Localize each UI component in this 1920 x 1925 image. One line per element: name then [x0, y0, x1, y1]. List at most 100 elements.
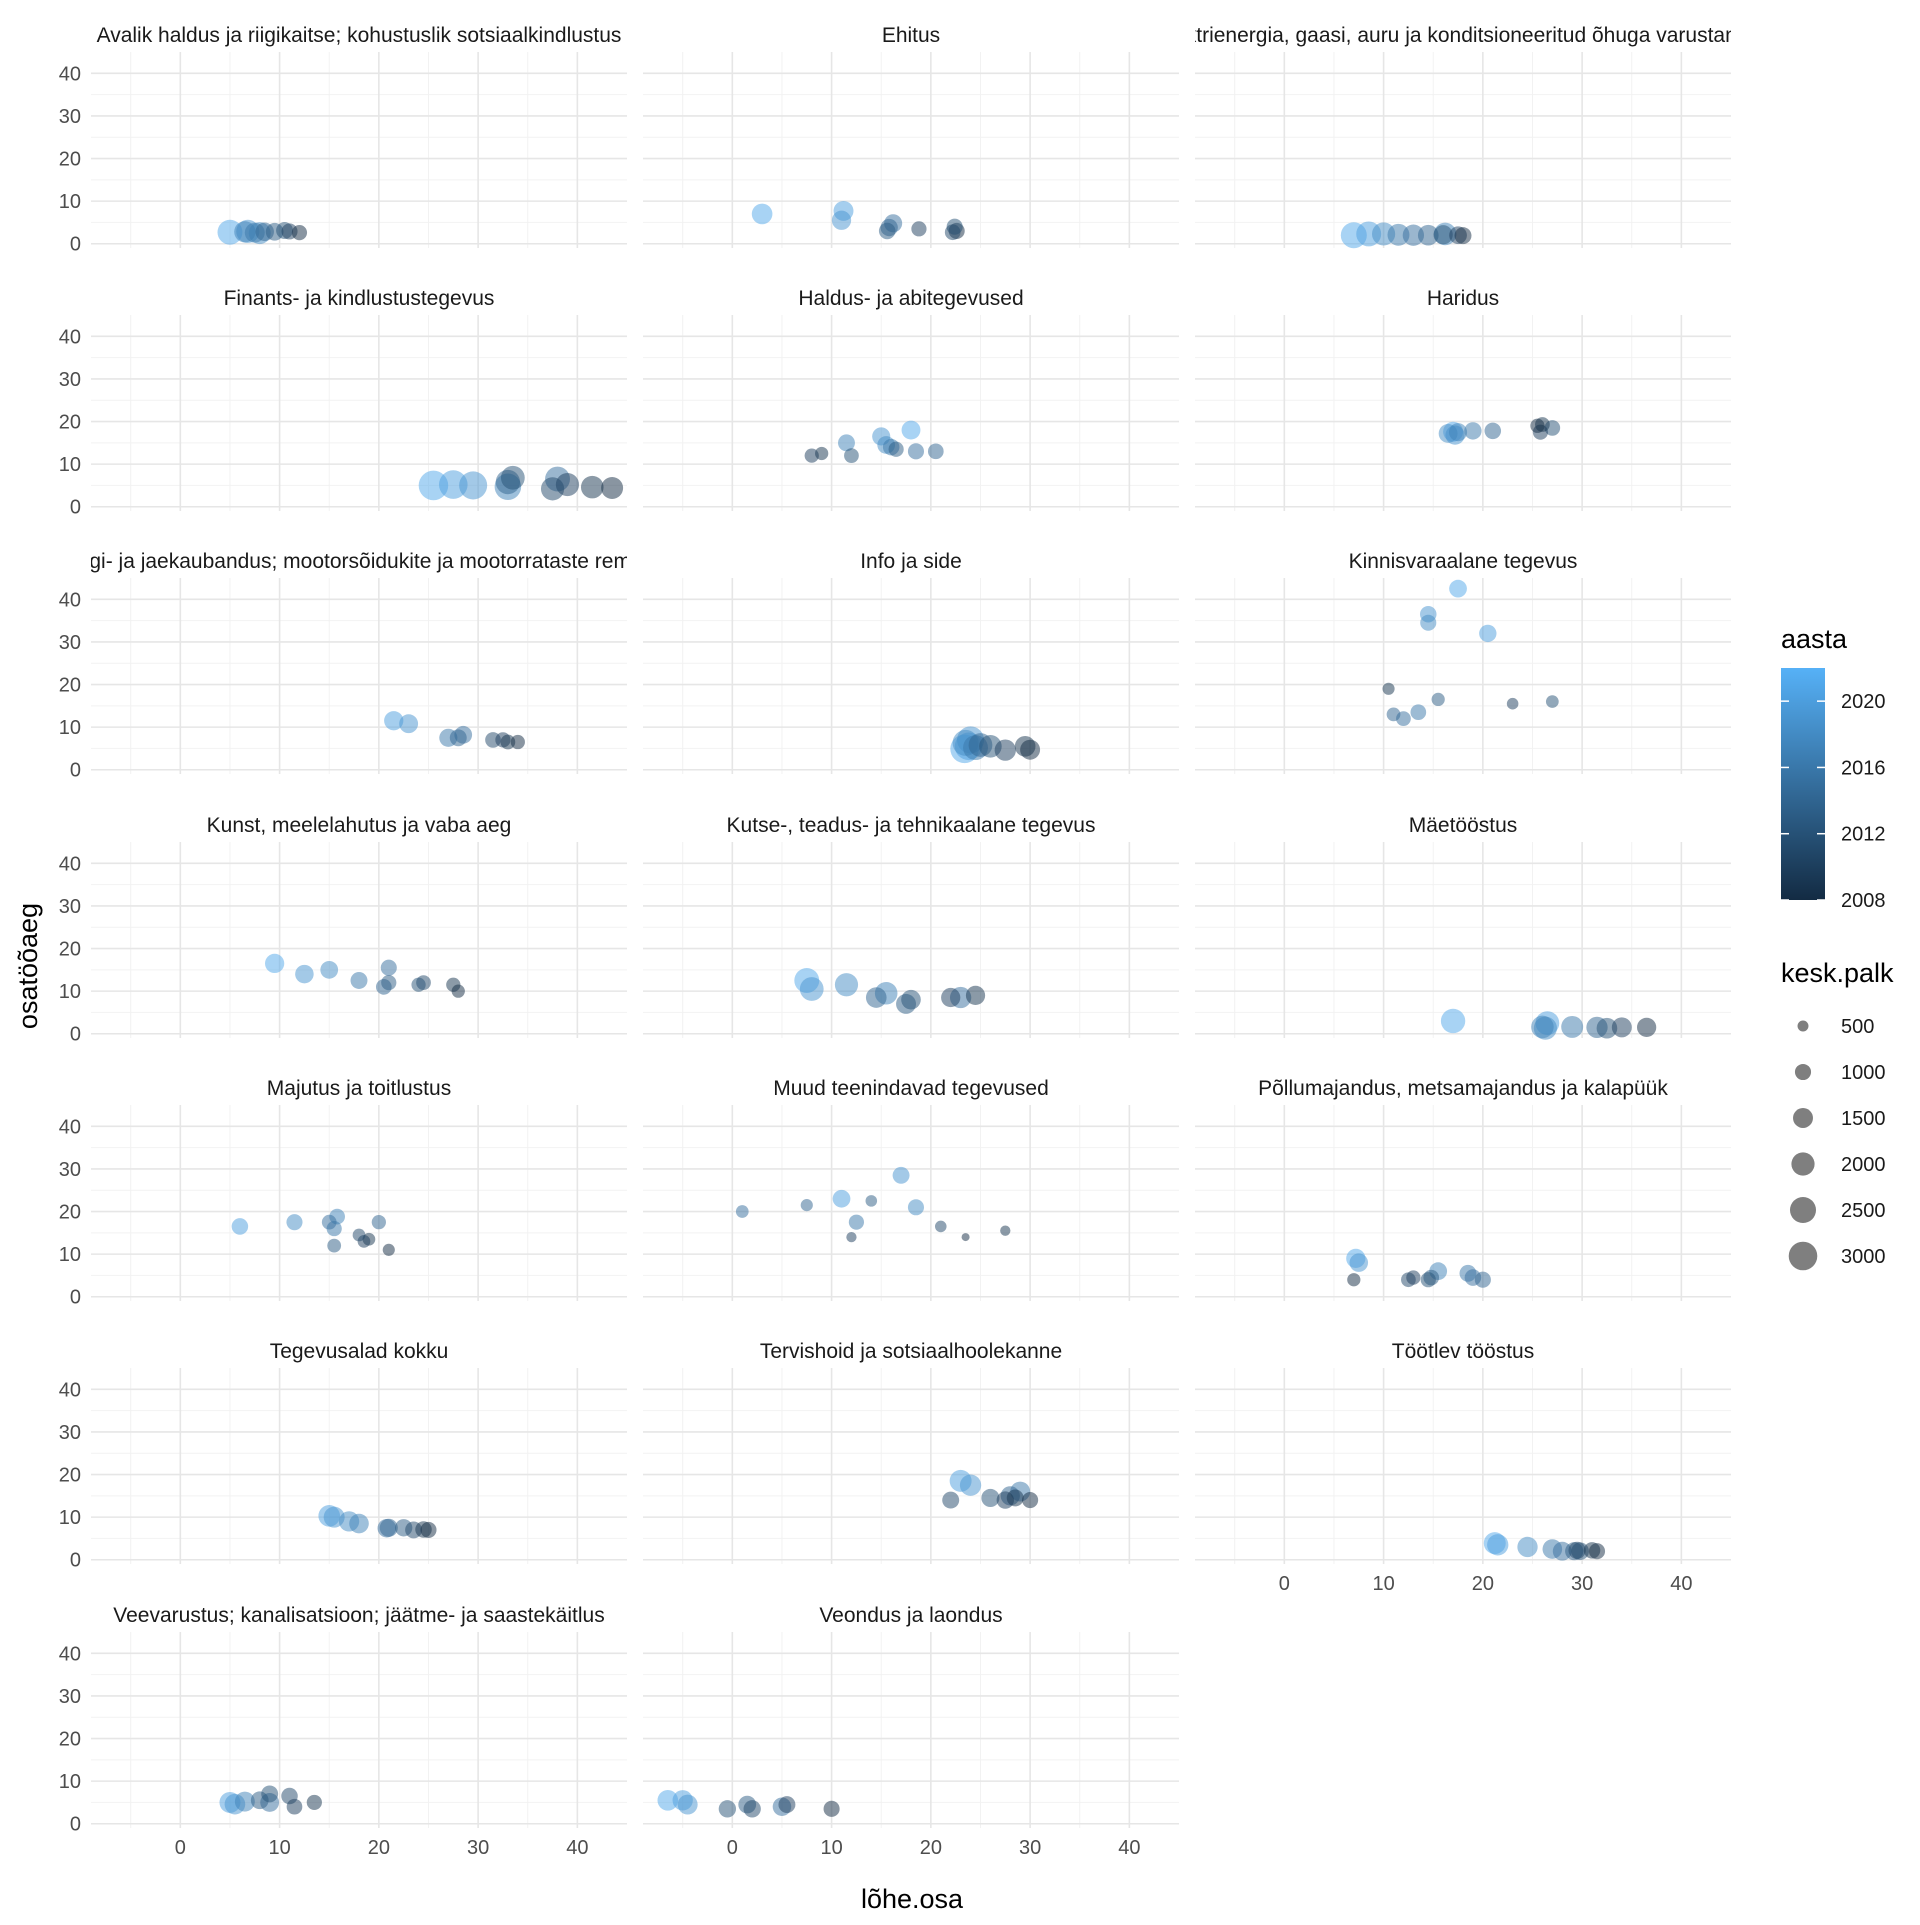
- data-point: [1417, 224, 1439, 246]
- x-tick-label: 0: [1279, 1573, 1290, 1595]
- data-point: [1506, 697, 1519, 710]
- facet-panel: Veondus ja laondus 0 10 20 30 40: [643, 1604, 1179, 1859]
- y-tick-label: 0: [70, 234, 81, 256]
- data-point: [815, 446, 829, 461]
- data-point: [540, 477, 565, 501]
- facet-strip: Haldus- ja abitegevused: [798, 287, 1023, 310]
- data-point: [1402, 224, 1425, 246]
- facet-title: Finants- ja kindlustustegevus: [224, 287, 495, 310]
- facet-strip: Muud teenindavad tegevused: [773, 1077, 1049, 1100]
- data-point: [846, 1231, 857, 1243]
- color-legend-label: 2012: [1841, 824, 1886, 846]
- facet-panel: Kinnisvaraalane tegevus: [1195, 550, 1731, 774]
- color-legend-bar: [1781, 668, 1825, 900]
- data-point: [799, 977, 824, 1001]
- data-point: [291, 225, 308, 241]
- facet-panel: Info ja side: [643, 550, 1179, 774]
- facet-title: Avalik haldus ja riigikaitse; kohustusli…: [97, 24, 622, 47]
- data-point: [1420, 614, 1437, 631]
- x-tick-label: 0: [175, 1837, 186, 1859]
- data-point: [381, 975, 397, 991]
- data-point: [234, 1791, 255, 1812]
- y-tick-label: 10: [59, 191, 81, 213]
- facet-title: Põllumajandus, metsamajandus ja kalapüük: [1258, 1077, 1668, 1100]
- data-point: [892, 1166, 910, 1184]
- facet-strip: Tervishoid ja sotsiaalhoolekanne: [760, 1340, 1062, 1363]
- data-point: [1474, 1271, 1491, 1288]
- data-point: [500, 734, 516, 750]
- data-point: [657, 1789, 679, 1811]
- facet-strip: Majutus ja toitlustus: [267, 1077, 451, 1100]
- y-tick-label: 40: [59, 853, 81, 875]
- facet-title: Info ja side: [860, 550, 962, 573]
- y-tick-label: 0: [70, 1550, 81, 1572]
- y-tick-label: 30: [59, 1686, 81, 1708]
- data-point: [327, 1238, 342, 1253]
- data-point: [1022, 1492, 1039, 1509]
- size-legend-key: [1788, 1241, 1818, 1271]
- y-tick-label: 20: [59, 1729, 81, 1751]
- y-tick-label: 0: [70, 497, 81, 519]
- facet-strip: Kutse-, teadus- ja tehnikaalane tegevus: [727, 814, 1096, 837]
- data-point: [449, 729, 467, 747]
- facet-strip: Veondus ja laondus: [819, 1604, 1002, 1627]
- data-point: [1433, 225, 1453, 245]
- facet-panel: Finants- ja kindlustustegevus 0 10 20 30 40: [59, 287, 627, 519]
- x-tick-label: 40: [566, 1837, 588, 1859]
- facet-title: Elektrienergia, gaasi, auru ja konditsio…: [1155, 24, 1770, 47]
- data-point: [941, 987, 961, 1008]
- y-tick-label: 10: [59, 981, 81, 1003]
- data-point: [927, 443, 944, 460]
- y-tick-label: 10: [59, 1771, 81, 1793]
- data-point: [1440, 1008, 1466, 1034]
- data-point: [231, 1218, 249, 1235]
- data-point: [265, 953, 285, 974]
- x-tick-label: 30: [467, 1837, 489, 1859]
- data-point: [349, 1513, 369, 1534]
- facet-panel: Tervishoid ja sotsiaalhoolekanne: [643, 1340, 1179, 1564]
- data-point: [1464, 422, 1482, 440]
- data-point: [901, 989, 921, 1010]
- data-point: [735, 1205, 749, 1218]
- size-legend-label: 2000: [1841, 1154, 1886, 1176]
- facet-title: Kutse-, teadus- ja tehnikaalane tegevus: [727, 814, 1096, 837]
- data-point: [439, 470, 468, 499]
- size-legend-label: 3000: [1841, 1246, 1886, 1268]
- y-tick-label: 10: [59, 1507, 81, 1529]
- data-point: [911, 221, 927, 237]
- size-legend-label: 500: [1841, 1016, 1874, 1038]
- facet-title: Töötlev tööstus: [1392, 1340, 1534, 1363]
- data-point: [994, 739, 1016, 761]
- facet-title: Ehitus: [882, 24, 940, 47]
- facet-title: Kinnisvaraalane tegevus: [1349, 550, 1578, 573]
- data-point: [800, 1199, 813, 1212]
- data-point: [286, 1798, 303, 1815]
- data-point: [1561, 1015, 1584, 1038]
- x-tick-label: 10: [268, 1837, 290, 1859]
- y-tick-label: 0: [70, 1024, 81, 1046]
- data-point: [832, 1189, 851, 1208]
- facet-strip: Info ja side: [860, 550, 962, 573]
- data-point: [350, 972, 368, 989]
- color-legend-label: 2020: [1841, 691, 1886, 713]
- data-point: [420, 1521, 437, 1538]
- data-point: [286, 1214, 303, 1231]
- data-point: [865, 987, 887, 1008]
- data-point: [677, 1794, 698, 1815]
- data-point: [1611, 1017, 1632, 1038]
- data-point: [901, 420, 921, 440]
- data-point: [1487, 1534, 1509, 1556]
- facet-panel: Elektrienergia, gaasi, auru ja konditsio…: [1155, 24, 1770, 249]
- data-point: [838, 434, 855, 452]
- data-point: [1545, 695, 1559, 708]
- size-legend-label: 1500: [1841, 1108, 1886, 1130]
- y-tick-label: 40: [59, 326, 81, 348]
- size-legend-label: 2500: [1841, 1200, 1886, 1222]
- x-tick-label: 20: [920, 1837, 942, 1859]
- x-tick-label: 20: [368, 1837, 390, 1859]
- facet-panel: Töötlev tööstus 0 10 20 30 40: [1195, 1340, 1731, 1595]
- facet-title: Veondus ja laondus: [819, 1604, 1002, 1627]
- facet-strip: Finants- ja kindlustustegevus: [224, 287, 495, 310]
- data-point: [1454, 227, 1472, 245]
